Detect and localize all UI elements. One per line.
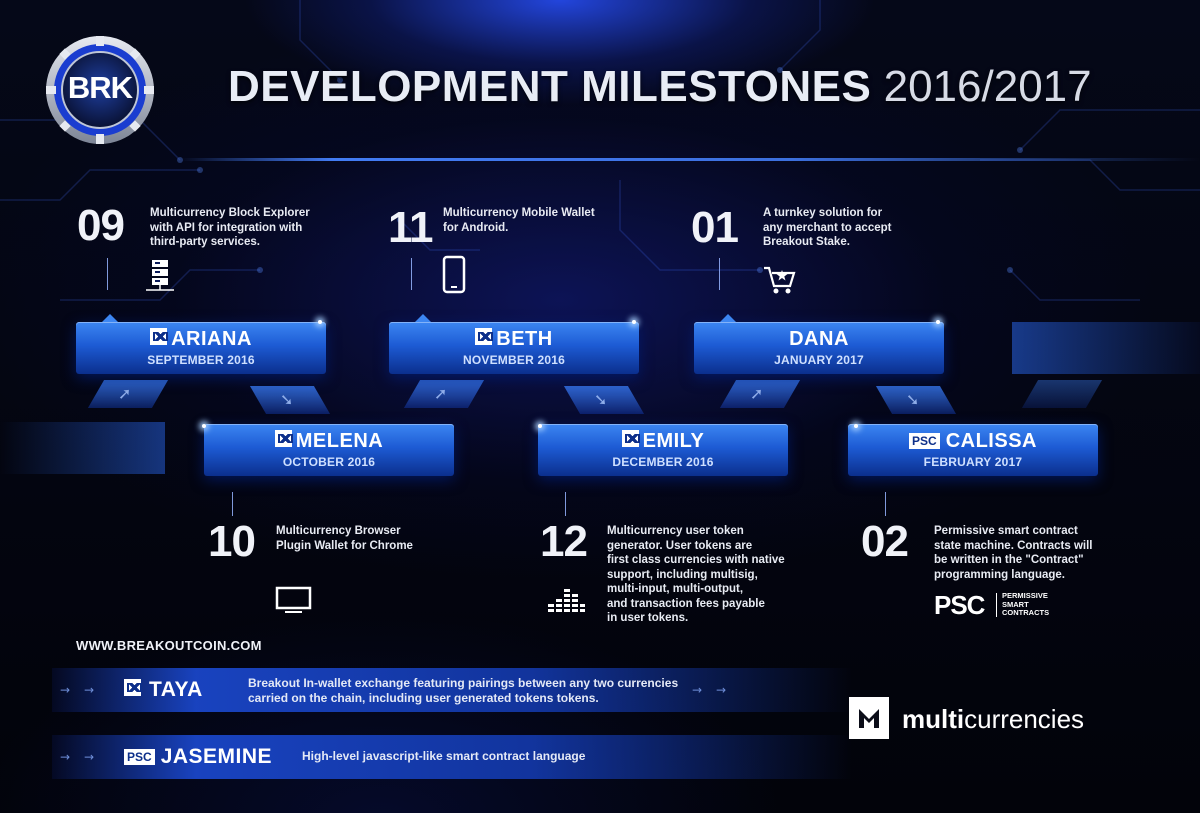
brk-logo <box>46 36 154 144</box>
release-date: SEPTEMBER 2016 <box>147 353 255 367</box>
milestone-number: 01 <box>691 203 739 252</box>
release-name: CALISSA <box>945 430 1037 452</box>
future-bar-jasemine: →→ PSC JASEMINE High-level javascript-lik… <box>52 735 852 779</box>
connector-line <box>565 492 566 516</box>
connector-line <box>411 258 412 290</box>
arrow-icon: →→ <box>692 683 741 697</box>
title-main: DEVELOPMENT MILESTONES <box>228 62 872 111</box>
future-description: Breakout In-wallet exchange featuring pa… <box>248 676 679 705</box>
future-name: JASEMINE <box>160 745 273 768</box>
milestone-number: 11 <box>388 203 434 252</box>
release-name: DANA <box>789 328 849 350</box>
sparkle <box>632 320 636 324</box>
wordmark-rest: currencies <box>964 704 1085 734</box>
website-link[interactable]: WWW.BREAKOUTCOIN.COM <box>76 638 262 653</box>
future-name: TAYA <box>149 678 203 701</box>
milestone-description: Multicurrency Mobile Wallet for Android. <box>443 207 595 234</box>
brk-logo-text: BRK <box>67 70 133 105</box>
multicurrencies-logo-icon <box>849 697 889 739</box>
server-icon <box>146 260 174 291</box>
psc-logo-divider <box>996 593 997 617</box>
title-divider <box>180 158 1200 161</box>
sparkle <box>936 320 940 324</box>
multicurrencies-badge-icon <box>124 679 142 696</box>
multicurrencies-badge-icon <box>274 430 293 447</box>
milestone-number: 09 <box>77 201 125 250</box>
release-card-beth: BETH NOVEMBER 2016 <box>389 314 639 374</box>
milestone-description: Multicurrency Browser Plugin Wallet for … <box>276 525 413 552</box>
release-name: EMILY <box>642 430 705 452</box>
psc-logo-mark: PSC <box>934 590 985 620</box>
connector-line <box>107 258 108 290</box>
release-card-dana: DANA JANUARY 2017 <box>694 314 944 374</box>
release-date: NOVEMBER 2016 <box>463 353 565 367</box>
wordmark-bold: multi <box>902 704 965 734</box>
arrow-icon: →→ <box>60 683 109 697</box>
smartphone-icon <box>442 255 466 294</box>
release-date: JANUARY 2017 <box>774 353 864 367</box>
title-years: 2016/2017 <box>883 62 1092 111</box>
arrow-icon: →→ <box>60 750 109 764</box>
multicurrencies-wordmark: multicurrencies <box>902 704 1084 735</box>
release-date: OCTOBER 2016 <box>282 455 376 469</box>
multicurrencies-badge-icon <box>621 430 640 447</box>
psc-badge: PSC <box>124 749 155 765</box>
release-name: MELENA <box>295 430 384 452</box>
sparkle <box>854 424 858 428</box>
release-card-ariana: ARIANA SEPTEMBER 2016 <box>76 314 326 374</box>
connector-line <box>232 492 233 516</box>
release-name: BETH <box>496 328 553 350</box>
shopping-cart-icon <box>764 266 796 294</box>
page-title: DEVELOPMENT MILESTONES 2016/2017 <box>228 62 1092 112</box>
milestone-description: A turnkey solution for any merchant to a… <box>763 207 892 248</box>
timeline-continuation-right <box>1012 322 1200 374</box>
milestone-number: 02 <box>861 517 909 566</box>
release-date: DECEMBER 2016 <box>612 455 714 469</box>
psc-badge: PSC <box>909 433 940 449</box>
sparkle <box>538 424 542 428</box>
release-card-melena: MELENA OCTOBER 2016 <box>204 424 454 476</box>
sparkle <box>318 320 322 324</box>
multicurrencies-badge-icon <box>475 328 494 345</box>
connector-line <box>885 492 886 516</box>
psc-logo-caption: PERMISSIVE SMART CONTRACTS <box>1002 591 1050 617</box>
milestone-number: 10 <box>208 517 256 566</box>
connector-line <box>719 258 720 290</box>
release-card-emily: EMILY DECEMBER 2016 <box>538 424 788 476</box>
monitor-icon <box>275 586 312 613</box>
milestone-description: Multicurrency user token generator. User… <box>607 525 785 624</box>
sparkle <box>202 424 206 428</box>
release-date: FEBRUARY 2017 <box>923 455 1023 469</box>
multicurrencies-badge-icon <box>150 328 169 345</box>
milestone-number: 12 <box>540 517 588 566</box>
milestone-description: Permissive smart contract state machine.… <box>934 525 1093 581</box>
future-bar-taya: →→ TAYA Breakout In-wallet exchange feat… <box>52 668 852 712</box>
future-description: High-level javascript-like smart contrac… <box>302 749 586 763</box>
milestone-description: Multicurrency Block Explorer with API fo… <box>150 207 310 248</box>
timeline-continuation-left <box>0 422 165 474</box>
release-card-calissa: PSC CALISSA FEBRUARY 2017 <box>848 424 1098 476</box>
equalizer-icon <box>548 589 585 612</box>
release-name: ARIANA <box>171 328 252 350</box>
